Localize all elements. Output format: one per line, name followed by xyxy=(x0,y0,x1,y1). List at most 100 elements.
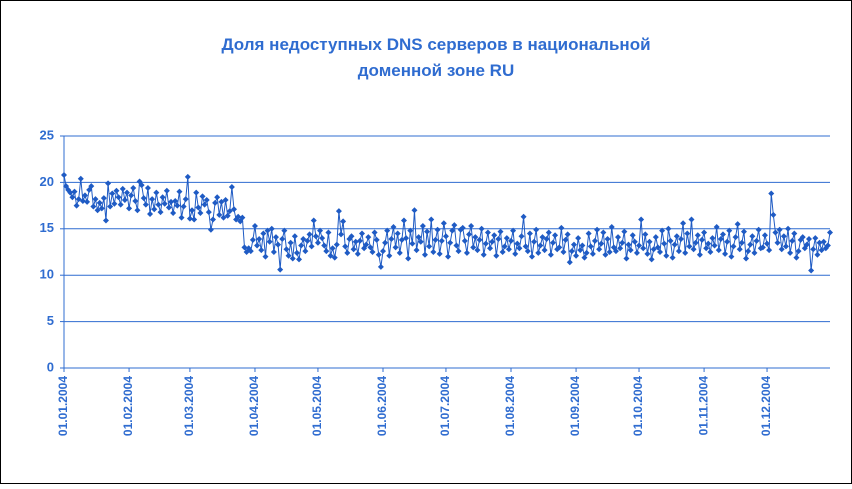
y-tick-label: 10 xyxy=(40,267,54,282)
marker xyxy=(388,236,395,243)
marker xyxy=(518,233,525,240)
marker xyxy=(394,230,401,237)
marker xyxy=(686,243,693,250)
marker xyxy=(482,240,489,247)
marker xyxy=(547,251,554,258)
marker xyxy=(552,232,559,239)
marker xyxy=(638,216,645,223)
marker xyxy=(812,235,819,242)
marker xyxy=(405,255,412,262)
marker xyxy=(168,198,175,205)
marker xyxy=(403,235,410,242)
marker xyxy=(730,243,737,250)
marker xyxy=(350,246,357,253)
marker xyxy=(709,235,716,242)
x-tick-label: 01.05.2004 xyxy=(310,376,324,436)
marker xyxy=(755,226,762,233)
marker xyxy=(184,173,191,180)
marker xyxy=(705,240,712,247)
marker xyxy=(701,229,708,236)
marker xyxy=(396,249,403,256)
marker xyxy=(782,243,789,250)
marker xyxy=(585,230,592,237)
marker xyxy=(543,236,550,243)
marker xyxy=(698,236,705,243)
marker xyxy=(484,229,491,236)
marker xyxy=(342,243,349,250)
marker xyxy=(298,242,305,249)
marker xyxy=(799,234,806,241)
marker xyxy=(463,249,470,256)
marker xyxy=(392,244,399,251)
marker xyxy=(264,227,271,234)
marker xyxy=(466,231,473,238)
marker xyxy=(480,251,487,258)
marker xyxy=(745,248,752,255)
marker xyxy=(352,238,359,245)
marker xyxy=(117,201,124,208)
marker xyxy=(348,233,355,240)
marker xyxy=(107,203,114,210)
marker xyxy=(113,187,120,194)
marker xyxy=(451,222,458,229)
marker xyxy=(197,210,204,217)
marker xyxy=(218,198,225,205)
marker xyxy=(71,188,78,195)
marker xyxy=(329,245,336,252)
marker xyxy=(759,244,766,251)
marker xyxy=(627,247,634,254)
x-tick-label: 01.09.2004 xyxy=(568,376,582,436)
y-tick-label: 15 xyxy=(40,220,54,235)
marker xyxy=(195,204,202,211)
marker xyxy=(726,227,733,234)
marker xyxy=(673,233,680,240)
marker xyxy=(205,209,212,216)
marker xyxy=(128,192,135,199)
marker xyxy=(73,202,80,209)
marker xyxy=(516,245,523,252)
marker xyxy=(438,237,445,244)
marker xyxy=(419,223,426,230)
marker xyxy=(432,236,439,243)
marker xyxy=(654,244,661,251)
marker xyxy=(728,253,735,260)
marker xyxy=(703,245,710,252)
marker xyxy=(447,239,454,246)
marker xyxy=(810,246,817,253)
marker xyxy=(75,196,82,203)
marker xyxy=(149,196,156,203)
marker xyxy=(531,238,538,245)
marker xyxy=(680,220,687,227)
marker xyxy=(778,246,785,253)
marker xyxy=(262,253,269,260)
marker xyxy=(468,223,475,230)
marker xyxy=(625,241,632,248)
marker xyxy=(692,239,699,246)
marker xyxy=(711,242,718,249)
marker xyxy=(512,250,519,257)
marker xyxy=(657,249,664,255)
marker xyxy=(780,233,787,240)
marker xyxy=(98,205,105,212)
marker xyxy=(304,237,311,244)
marker xyxy=(564,231,571,238)
marker xyxy=(363,241,370,248)
marker xyxy=(140,195,147,202)
marker xyxy=(505,246,512,253)
marker xyxy=(151,206,158,213)
marker xyxy=(644,250,651,257)
marker xyxy=(694,232,701,239)
marker xyxy=(747,241,754,248)
marker xyxy=(789,237,796,244)
marker xyxy=(814,251,821,258)
marker xyxy=(598,240,605,247)
marker xyxy=(266,238,273,245)
marker xyxy=(379,248,386,255)
marker xyxy=(583,249,590,256)
marker xyxy=(119,185,126,192)
marker xyxy=(306,231,313,238)
marker xyxy=(289,255,296,262)
marker xyxy=(312,233,319,240)
marker xyxy=(459,224,466,231)
marker xyxy=(677,236,684,243)
